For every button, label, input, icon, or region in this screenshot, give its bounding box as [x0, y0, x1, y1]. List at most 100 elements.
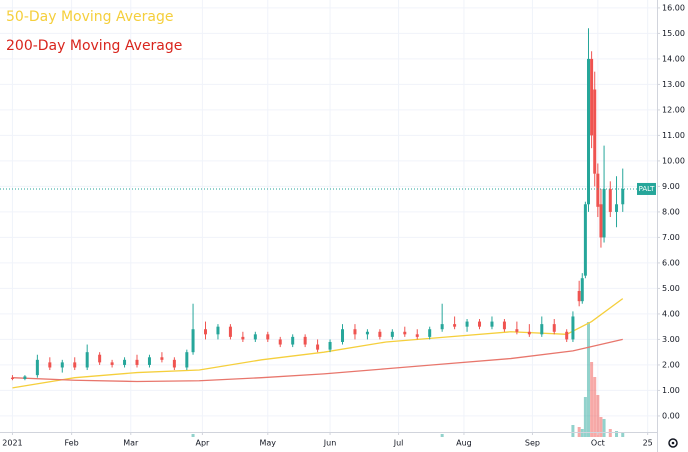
volume-bar: [586, 322, 590, 437]
volume-bar: [440, 434, 444, 437]
legend-ma50: 50-Day Moving Average: [6, 9, 173, 25]
y-tick-label: 13.00: [662, 80, 685, 89]
candle-body: [60, 362, 64, 368]
candle-body: [552, 324, 556, 332]
candle-body: [10, 377, 14, 379]
volume-bar: [583, 397, 587, 437]
legend-ma200: 200-Day Moving Average: [6, 38, 182, 54]
candle-body: [428, 329, 432, 337]
candle-body: [23, 376, 27, 379]
candle-body: [147, 357, 151, 365]
candle-body: [571, 316, 575, 340]
candle-body: [586, 58, 590, 205]
candle-body: [316, 344, 320, 350]
candle-body: [48, 362, 52, 368]
y-tick-label: 7.00: [662, 233, 680, 242]
candle-body: [378, 331, 382, 337]
ticker-label: PALT: [639, 185, 655, 193]
candle-body: [608, 188, 612, 212]
x-tick-label: Jul: [393, 439, 404, 448]
candle-body: [390, 331, 394, 337]
candle-body: [160, 357, 164, 360]
volume-bar: [590, 362, 594, 437]
candle-body: [415, 334, 419, 337]
candle-body: [204, 329, 208, 335]
candle-body: [599, 204, 603, 238]
x-tick-label: 2021: [2, 439, 22, 448]
candle-body: [241, 336, 245, 340]
y-tick-label: 11.00: [662, 131, 685, 140]
candle-body: [577, 290, 581, 302]
candle-body: [602, 188, 606, 238]
grid: [0, 0, 657, 432]
y-tick-label: 10.00: [662, 156, 685, 165]
y-tick-label: 4.00: [662, 309, 680, 318]
x-tick-label: May: [260, 439, 277, 448]
candle-body: [73, 362, 77, 368]
volume-bar: [602, 419, 606, 437]
axes: 0.00 1.00 2.00 3.00 4.00 5.00 6.00 7.00 8.00 9.00…: [0, 3, 685, 448]
volume-bar: [191, 434, 195, 437]
y-tick-label: 14.00: [662, 54, 685, 63]
candle-body: [465, 321, 469, 327]
candle-body: [35, 359, 39, 376]
moving-averages: [12, 298, 624, 389]
candle-body: [453, 324, 457, 327]
candle-body: [110, 362, 114, 365]
candle-body: [341, 329, 345, 342]
candle-body: [403, 331, 407, 335]
volume-bar: [615, 431, 619, 437]
y-tick-label: 12.00: [662, 105, 685, 114]
candle-body: [85, 352, 89, 368]
candle-body: [502, 321, 506, 330]
candle-body: [478, 321, 482, 327]
candle-body: [580, 278, 584, 302]
moving-average-line: [12, 338, 623, 383]
volume-bar: [596, 395, 600, 437]
candle-body: [228, 326, 232, 337]
candle-body: [216, 326, 220, 335]
candle-body: [615, 204, 619, 212]
y-tick-label: 8.00: [662, 207, 680, 216]
candle-body: [353, 329, 357, 335]
x-tick-label: Aug: [456, 439, 472, 448]
candle-body: [266, 334, 270, 340]
candle-body: [185, 352, 189, 368]
candle-body: [593, 89, 597, 174]
y-tick-label: 1.00: [662, 386, 680, 395]
x-tick-label: Jun: [323, 439, 337, 448]
y-tick-label: 6.00: [662, 258, 680, 267]
candle-body: [135, 359, 139, 365]
y-tick-label: 16.00: [662, 3, 685, 12]
candle-body: [253, 334, 257, 340]
candles: [10, 28, 625, 381]
candle-body: [98, 354, 102, 363]
y-tick-label: 2.00: [662, 360, 680, 369]
x-tick-label: Apr: [195, 439, 210, 448]
candle-body: [596, 173, 600, 207]
x-tick-label: Sep: [525, 439, 540, 448]
volume-bar: [599, 417, 603, 437]
candle-body: [621, 188, 625, 205]
candle-body: [303, 336, 307, 345]
candle-body: [583, 204, 587, 276]
candle-body: [365, 331, 369, 335]
candle-body: [527, 331, 531, 335]
candle-body: [291, 336, 295, 345]
x-tick-label: Oct: [591, 439, 605, 448]
x-tick-label: Mar: [123, 439, 139, 448]
candle-body: [191, 329, 195, 353]
x-tick-label: Feb: [65, 439, 79, 448]
y-tick-label: 0.00: [662, 411, 680, 420]
volume-bar: [593, 377, 597, 437]
moving-average-line: [12, 298, 624, 389]
y-tick-label: 5.00: [662, 284, 680, 293]
candle-body: [590, 58, 594, 136]
settings-icon[interactable]: [668, 438, 678, 448]
y-tick-label: 3.00: [662, 335, 680, 344]
candle-body: [515, 329, 519, 332]
candle-body: [328, 341, 332, 350]
candle-body: [172, 359, 176, 368]
